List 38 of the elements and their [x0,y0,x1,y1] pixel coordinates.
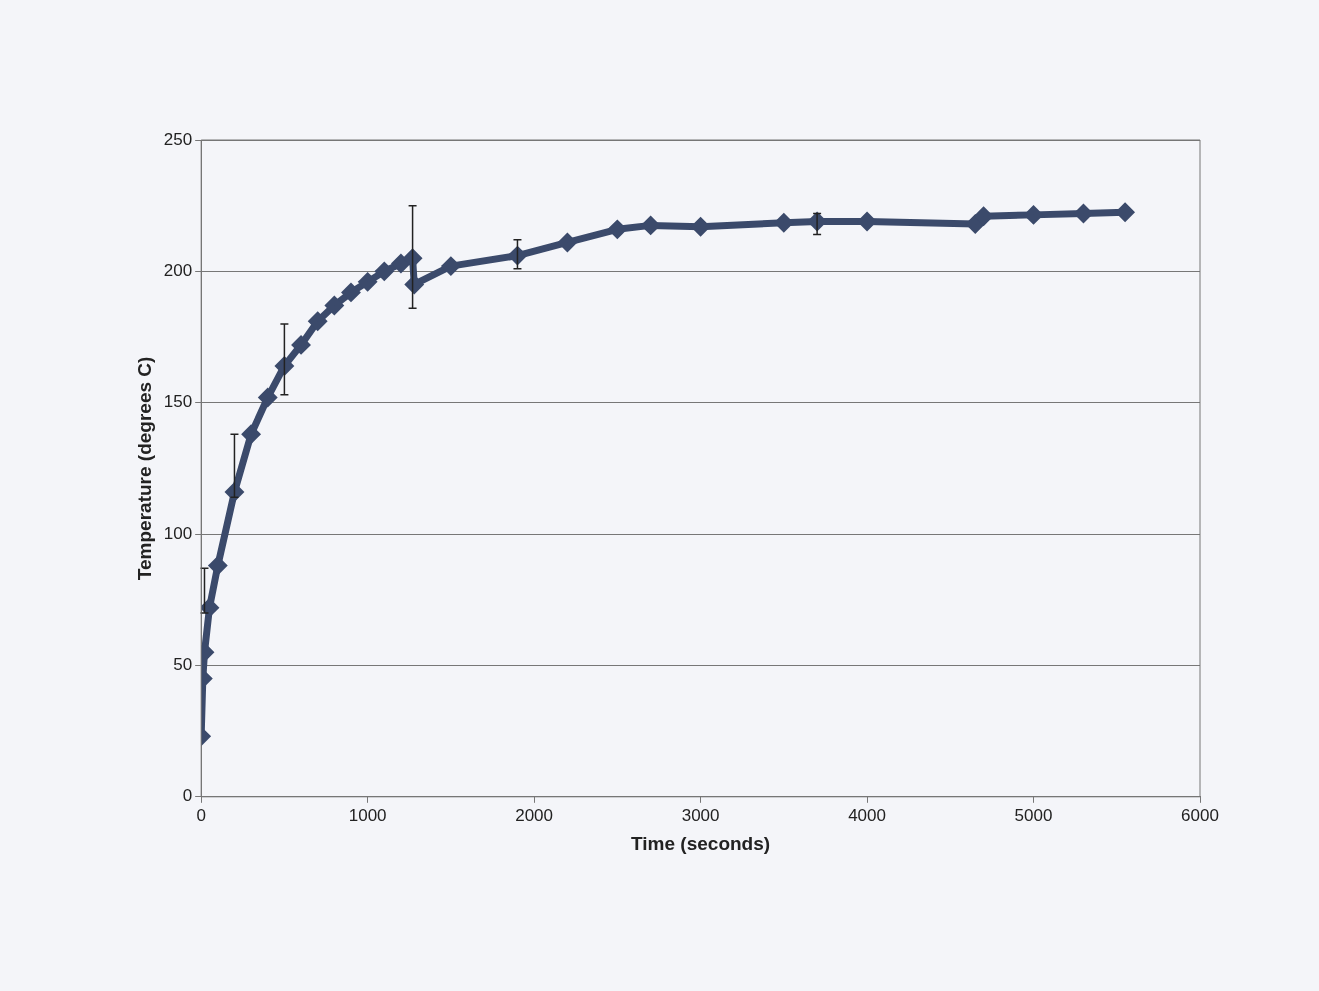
point [966,215,984,233]
point [209,557,227,575]
x-tick-label: 6000 [1181,805,1219,825]
point [375,262,393,280]
x-tick-label: 3000 [681,805,720,825]
x-tick-label: 5000 [1014,805,1053,825]
x-tick-label: 1000 [348,805,387,825]
y-tick-label: 0 [182,786,193,806]
point [201,599,218,617]
y-tick-label: 200 [163,261,193,281]
point [775,214,793,232]
point [608,220,626,238]
point [392,254,410,272]
point [558,233,576,251]
point [1074,205,1092,223]
point [325,297,343,315]
point [692,218,710,236]
point [359,273,377,291]
point [292,336,310,354]
x-tick-label: 2000 [515,805,554,825]
point [858,212,876,230]
point [975,207,993,225]
point [242,425,260,443]
x-axis-title: Time (seconds) [631,832,771,854]
point [309,312,327,330]
point [1025,206,1043,224]
y-axis-title: Temperature (degrees C) [133,356,155,581]
point [1116,203,1134,221]
y-tick-label: 150 [163,392,193,412]
y-tick-label: 100 [163,523,193,543]
point [642,216,660,234]
x-tick-label: 0 [196,805,206,825]
point [442,257,460,275]
y-tick-label: 250 [163,129,193,149]
point [342,283,360,301]
y-tick-label: 50 [173,655,193,675]
point [259,388,277,406]
x-tick-label: 4000 [848,805,886,825]
